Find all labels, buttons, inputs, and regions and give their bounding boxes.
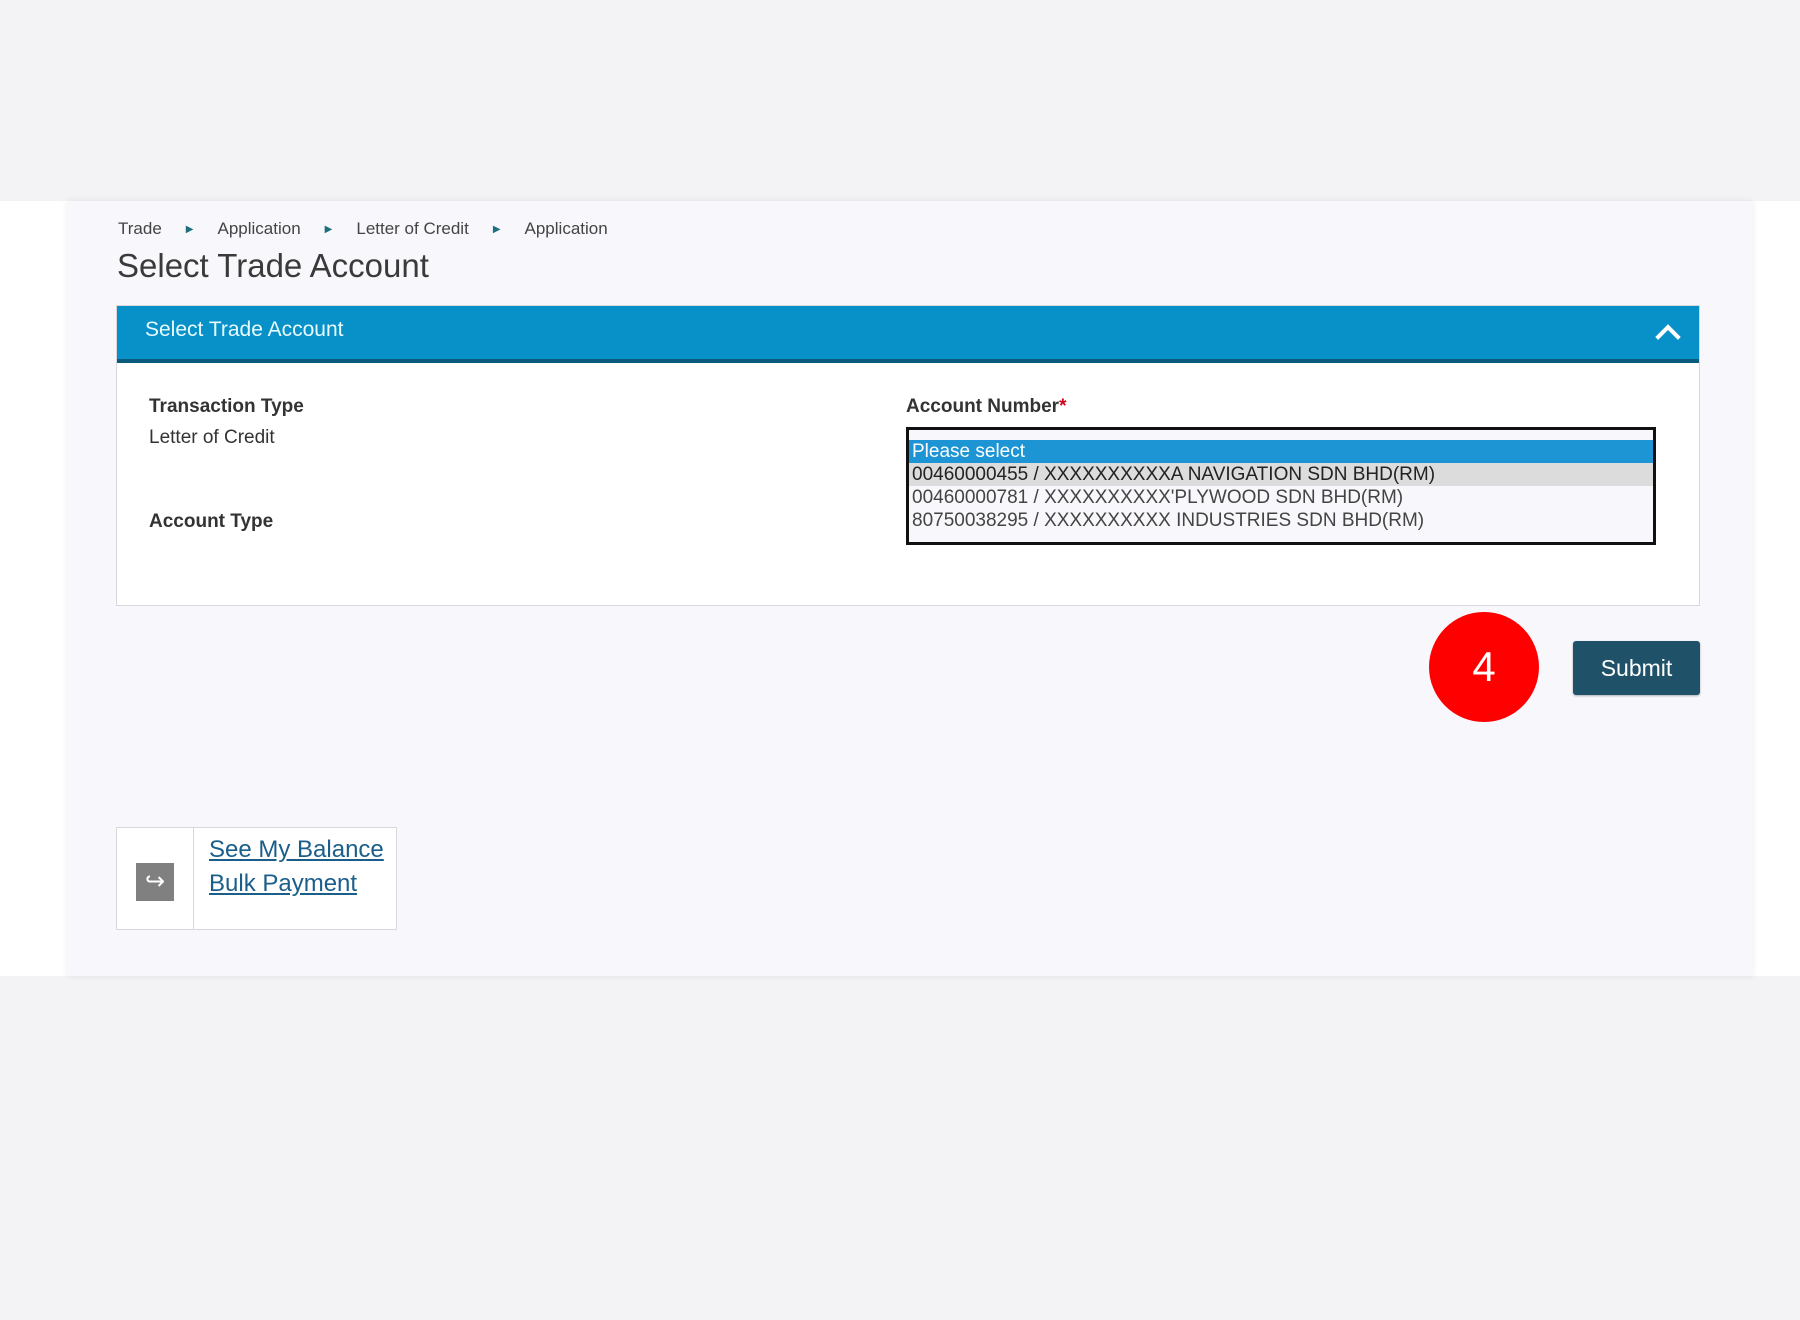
breadcrumb-separator-icon: ▶ [492, 223, 501, 235]
account-number-listbox[interactable]: Please select 00460000455 / XXXXXXXXXXA … [906, 427, 1656, 545]
breadcrumb-item[interactable]: Trade [118, 219, 162, 238]
step-number-badge: 4 [1429, 612, 1539, 722]
bulk-payment-link[interactable]: Bulk Payment [209, 870, 358, 897]
account-option[interactable]: 80750038295 / XXXXXXXXXX INDUSTRIES SDN … [912, 510, 1425, 531]
breadcrumb-item: Application [524, 219, 608, 238]
quick-links-box: ↪ See My Balance Bulk Payment [116, 827, 397, 930]
breadcrumb-item[interactable]: Application [217, 219, 301, 238]
breadcrumb-item[interactable]: Letter of Credit [356, 219, 469, 238]
panel-header-title: Select Trade Account [145, 318, 344, 341]
see-my-balance-link[interactable]: See My Balance [209, 836, 384, 863]
submit-button[interactable]: Submit [1573, 641, 1700, 695]
share-arrow-icon: ↪ [136, 863, 174, 901]
breadcrumb-separator-icon: ▶ [324, 223, 333, 235]
breadcrumb: Trade ▶ Application ▶ Letter of Credit ▶… [118, 219, 608, 239]
select-trade-account-panel: Select Trade Account Transaction Type Le… [116, 305, 1700, 606]
account-option[interactable]: Please select [909, 440, 1653, 463]
chevron-up-icon[interactable] [1655, 324, 1681, 350]
quick-links-icon-cell: ↪ [117, 828, 194, 929]
required-mark: * [1059, 396, 1067, 417]
account-number-label-text: Account Number [906, 396, 1060, 417]
account-option[interactable]: 00460000455 / XXXXXXXXXXA NAVIGATION SDN… [909, 463, 1653, 486]
panel-header[interactable]: Select Trade Account [117, 306, 1699, 363]
page-title: Select Trade Account [117, 247, 429, 284]
account-type-label: Account Type [149, 511, 274, 532]
transaction-type-value: Letter of Credit [149, 427, 275, 448]
breadcrumb-separator-icon: ▶ [185, 223, 194, 235]
account-option[interactable]: 00460000781 / XXXXXXXXXX'PLYWOOD SDN BHD… [912, 487, 1404, 508]
account-number-label: Account Number* [906, 396, 1066, 418]
transaction-type-label: Transaction Type [149, 396, 304, 417]
